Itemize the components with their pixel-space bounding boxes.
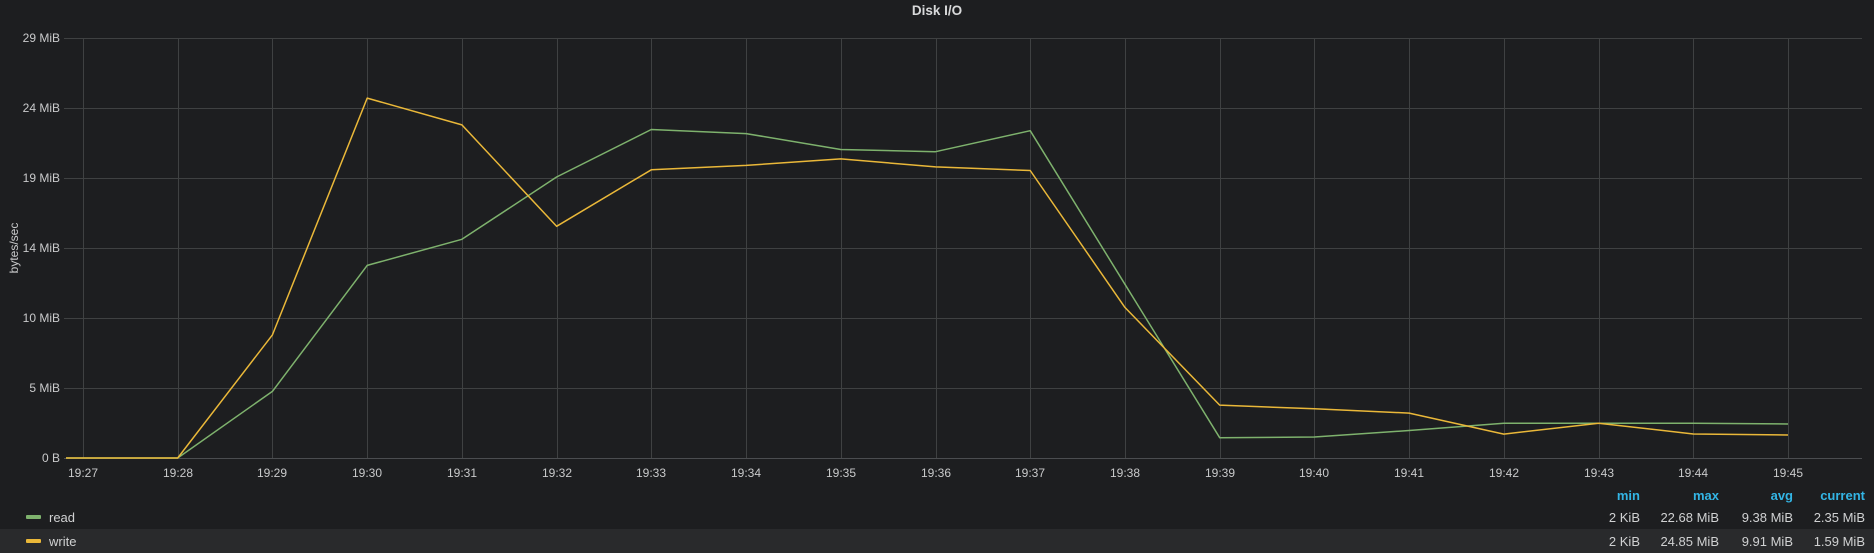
y-tick-label: 14 MiB	[22, 241, 60, 255]
x-tick-label: 19:41	[1393, 466, 1425, 480]
y-tick-label: 29 MiB	[22, 31, 60, 45]
legend-header-row: min max avg current	[0, 484, 1874, 508]
legend-read-current: 2.35 MiB	[1813, 509, 1865, 525]
x-tick-label: 19:39	[1204, 466, 1236, 480]
y-tick-label: 24 MiB	[22, 101, 60, 115]
legend-header-min[interactable]: min	[1616, 488, 1640, 503]
y-tick-label: 5 MiB	[29, 381, 60, 395]
write-series-swatch-icon	[26, 539, 41, 543]
x-tick-label: 19:36	[920, 466, 952, 480]
x-tick-label: 19:30	[351, 466, 383, 480]
legend-read-min: 2 KiB	[1608, 509, 1640, 525]
x-tick-label: 19:29	[256, 466, 288, 480]
legend-series-name: write	[49, 533, 77, 549]
legend-header-current[interactable]: current	[1820, 488, 1865, 503]
legend-series-toggle-write[interactable]: write	[26, 529, 76, 553]
x-tick-label: 19:45	[1772, 466, 1804, 480]
legend-read-avg: 9.38 MiB	[1741, 509, 1793, 525]
write-series-line	[66, 97, 1789, 459]
legend-series-toggle-read[interactable]: read	[26, 505, 75, 529]
legend-write-max: 24.85 MiB	[1660, 533, 1719, 549]
legend-write-min: 2 KiB	[1608, 533, 1640, 549]
legend-write-current: 1.59 MiB	[1813, 533, 1865, 549]
read-series-line	[66, 128, 1789, 459]
panel-title[interactable]: Disk I/O	[911, 3, 963, 18]
legend-write-avg: 9.91 MiB	[1741, 533, 1793, 549]
y-tick-label: 19 MiB	[22, 171, 60, 185]
legend-read-max: 22.68 MiB	[1660, 509, 1719, 525]
x-tick-label: 19:38	[1109, 466, 1141, 480]
y-tick-label: 10 MiB	[22, 311, 60, 325]
x-tick-label: 19:43	[1583, 466, 1615, 480]
y-tick-label: 0 B	[41, 451, 60, 465]
x-tick-label: 19:28	[162, 466, 194, 480]
legend-header-max[interactable]: max	[1692, 488, 1719, 503]
legend-header-avg[interactable]: avg	[1770, 488, 1793, 503]
legend-row-write: write 2 KiB 24.85 MiB 9.91 MiB 1.59 MiB	[0, 529, 1874, 553]
x-tick-label: 19:34	[730, 466, 762, 480]
legend-row-read: read 2 KiB 22.68 MiB 9.38 MiB 2.35 MiB	[0, 505, 1874, 529]
x-tick-label: 19:44	[1677, 466, 1709, 480]
x-tick-label: 19:33	[635, 466, 667, 480]
x-tick-label: 19:32	[541, 466, 573, 480]
legend-series-name: read	[49, 509, 76, 525]
x-tick-label: 19:31	[446, 466, 478, 480]
x-tick-label: 19:35	[825, 466, 857, 480]
x-tick-label: 19:27	[67, 466, 99, 480]
x-tick-label: 19:37	[1014, 466, 1046, 480]
x-tick-label: 19:42	[1488, 466, 1520, 480]
grid-lines	[64, 38, 1862, 458]
read-series-swatch-icon	[26, 515, 41, 519]
x-tick-label: 19:40	[1298, 466, 1330, 480]
